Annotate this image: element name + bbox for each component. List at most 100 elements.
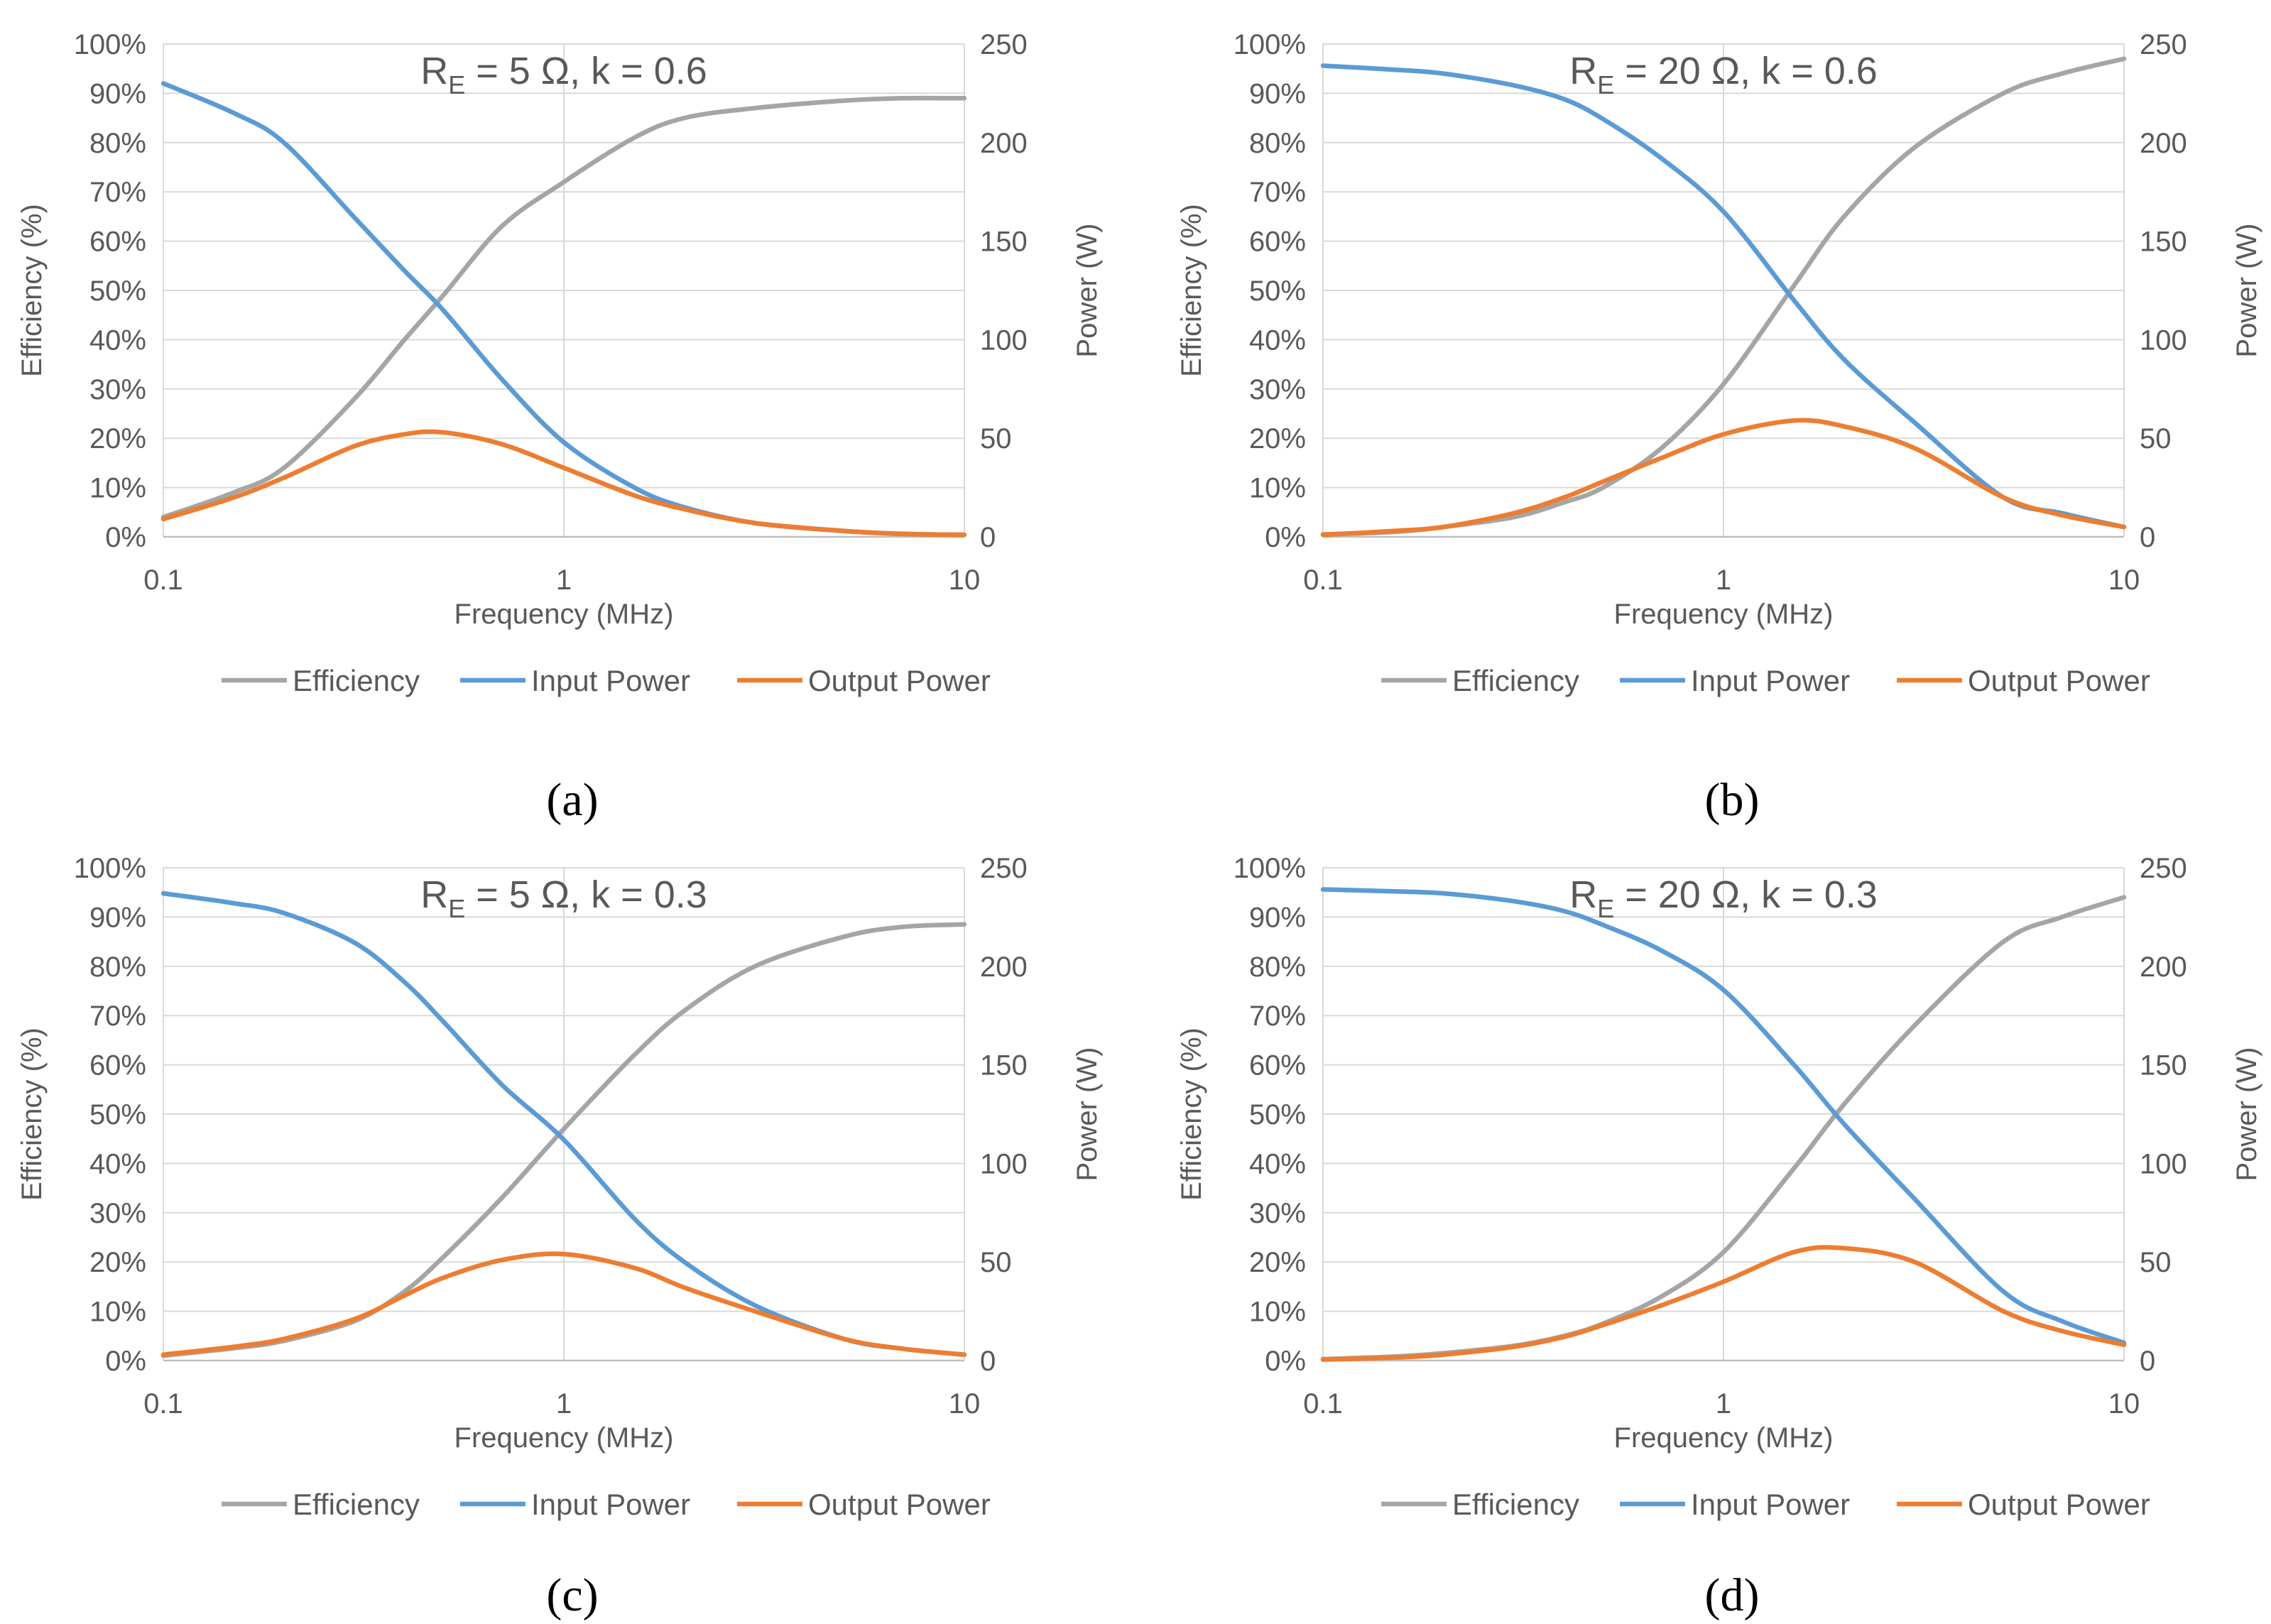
legend-label-input-power: Input Power: [1691, 1488, 1850, 1521]
y-right-tick-label: 200: [2140, 952, 2187, 983]
y-left-tick-label: 30%: [89, 1198, 146, 1229]
y-left-tick-label: 20%: [1249, 423, 1306, 454]
legend-label-output-power: Output Power: [1968, 664, 2150, 697]
y-left-tick-label: 70%: [89, 1001, 146, 1032]
legend-label-efficiency: Efficiency: [1452, 1488, 1579, 1521]
y-left-axis-label: Efficiency (%): [16, 1028, 48, 1201]
y-left-tick-label: 70%: [1249, 1001, 1306, 1032]
y-right-tick-label: 50: [980, 1247, 1012, 1278]
y-right-tick-label: 250: [2140, 29, 2187, 60]
y-left-tick-label: 30%: [1249, 1198, 1306, 1229]
x-tick-label: 0.1: [143, 1388, 183, 1419]
x-tick-label: 10: [949, 1388, 981, 1419]
y-left-tick-label: 60%: [89, 227, 146, 258]
chart-title-main: R: [1569, 873, 1597, 916]
y-right-tick-label: 50: [980, 423, 1012, 454]
y-right-tick-label: 100: [980, 1148, 1028, 1179]
x-tick-label: 10: [949, 565, 981, 596]
y-left-tick-label: 0%: [105, 522, 146, 553]
legend-label-efficiency: Efficiency: [293, 1488, 420, 1521]
chart-title: RE = 20 Ω, k = 0.3: [1569, 873, 1878, 923]
panel-label: (b): [1705, 774, 1760, 826]
x-axis-label: Frequency (MHz): [1614, 1422, 1834, 1454]
y-left-tick-label: 60%: [89, 1050, 146, 1081]
chart-title: RE = 5 Ω, k = 0.6: [420, 50, 707, 99]
panel-label: (a): [546, 774, 598, 826]
y-right-tick-label: 150: [2140, 227, 2187, 258]
chart-panel-b: 0% 10% 20% 30% 40% 50% 60% 70% 80% 90% 100% 0 50 100 1…: [1176, 29, 2262, 826]
chart-title: RE = 5 Ω, k = 0.3: [420, 873, 707, 923]
chart-title: RE = 20 Ω, k = 0.6: [1569, 50, 1878, 99]
y-right-tick-label: 250: [980, 29, 1028, 60]
chart-panel-d: 0% 10% 20% 30% 40% 50% 60% 70% 80% 90% 100% 0 50 100 1…: [1176, 853, 2262, 1621]
y-right-tick-label: 200: [2140, 128, 2187, 159]
chart-title-main: R: [1569, 50, 1597, 92]
series-line-input-power: [1320, 887, 2127, 1346]
y-left-tick-label: 50%: [1249, 1099, 1306, 1130]
y-right-axis-label: Power (W): [1072, 224, 1103, 358]
y-left-tick-label: 90%: [1249, 902, 1306, 933]
legend-label-output-power: Output Power: [808, 1488, 991, 1521]
x-tick-label: 10: [2108, 1388, 2140, 1419]
panel-label: (c): [546, 1569, 598, 1621]
y-left-tick-label: 90%: [89, 78, 146, 109]
y-right-tick-label: 200: [980, 952, 1028, 983]
y-left-tick-label: 10%: [1249, 1297, 1306, 1328]
legend-label-output-power: Output Power: [1968, 1488, 2150, 1521]
y-right-tick-label: 150: [2140, 1050, 2187, 1081]
series-line-output-power: [160, 429, 967, 538]
y-right-tick-label: 100: [2140, 325, 2187, 356]
y-right-tick-label: 250: [980, 853, 1028, 884]
y-left-tick-label: 40%: [1249, 1148, 1306, 1179]
y-left-tick-label: 100%: [1233, 853, 1306, 884]
y-right-tick-label: 250: [2140, 853, 2187, 884]
chart-title-main: R: [420, 873, 448, 916]
y-right-axis-label: Power (W): [1072, 1047, 1103, 1182]
legend-label-efficiency: Efficiency: [293, 664, 420, 697]
chart-title-rest: = 20 Ω, k = 0.3: [1614, 873, 1878, 916]
y-left-axis-label: Efficiency (%): [16, 204, 48, 377]
x-axis-label: Frequency (MHz): [454, 1422, 674, 1454]
x-tick-label: 0.1: [1303, 565, 1343, 596]
y-right-tick-label: 100: [980, 325, 1028, 356]
y-right-tick-label: 50: [2140, 1247, 2172, 1278]
chart-title-main: R: [420, 50, 448, 92]
x-tick-label: 1: [556, 565, 572, 596]
chart-title-rest: = 5 Ω, k = 0.6: [465, 50, 707, 92]
x-axis-label: Frequency (MHz): [454, 599, 674, 630]
chart-title-rest: = 5 Ω, k = 0.3: [465, 873, 707, 916]
y-right-tick-label: 150: [980, 227, 1028, 258]
legend-label-efficiency: Efficiency: [1452, 664, 1579, 697]
y-left-tick-label: 90%: [89, 902, 146, 933]
legend-label-input-power: Input Power: [531, 664, 690, 697]
x-tick-label: 1: [1716, 1388, 1731, 1419]
y-left-tick-label: 70%: [1249, 177, 1306, 208]
legend-label-input-power: Input Power: [531, 1488, 690, 1521]
legend-label-output-power: Output Power: [808, 664, 991, 697]
y-left-tick-label: 100%: [74, 29, 146, 60]
y-right-tick-label: 200: [980, 128, 1028, 159]
chart-panel-a: 0% 10% 20% 30% 40% 50% 60% 70% 80% 90% 100% 0 50 100 1…: [16, 29, 1103, 826]
chart-title-subscript: E: [448, 70, 465, 99]
y-left-tick-label: 60%: [1249, 227, 1306, 258]
y-left-tick-label: 80%: [1249, 128, 1306, 159]
x-tick-label: 1: [1716, 565, 1731, 596]
chart-title-subscript: E: [1597, 894, 1614, 923]
y-left-tick-label: 50%: [1249, 276, 1306, 307]
y-left-tick-label: 20%: [89, 1247, 146, 1278]
chart-title-rest: = 20 Ω, k = 0.6: [1614, 50, 1878, 92]
y-left-tick-label: 70%: [89, 177, 146, 208]
y-left-tick-label: 40%: [89, 325, 146, 356]
y-left-tick-label: 90%: [1249, 78, 1306, 109]
y-left-tick-label: 60%: [1249, 1050, 1306, 1081]
y-left-tick-label: 80%: [89, 952, 146, 983]
x-tick-label: 10: [2108, 565, 2140, 596]
y-right-axis-label: Power (W): [2231, 1047, 2262, 1182]
y-right-tick-label: 50: [2140, 423, 2172, 454]
y-left-tick-label: 80%: [89, 128, 146, 159]
y-left-tick-label: 50%: [89, 1099, 146, 1130]
x-axis-label: Frequency (MHz): [1614, 599, 1834, 630]
y-left-axis-label: Efficiency (%): [1176, 1028, 1207, 1201]
y-left-tick-label: 10%: [89, 473, 146, 504]
